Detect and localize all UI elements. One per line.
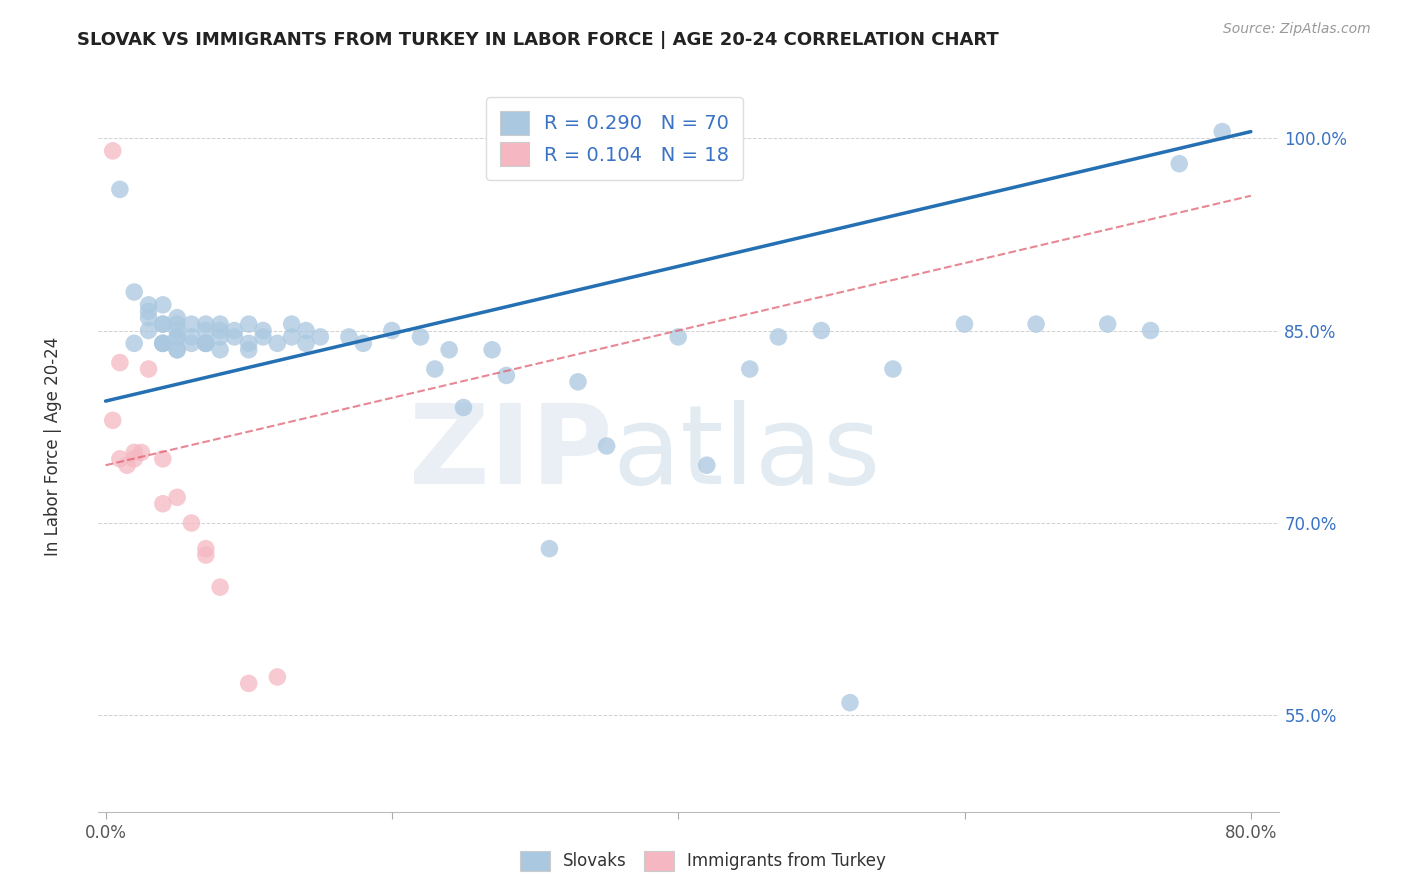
Point [101, 413, 124, 427]
Point [1168, 157, 1191, 171]
Point [409, 330, 432, 344]
Point [768, 330, 790, 344]
Point [131, 445, 153, 459]
Point [238, 343, 260, 357]
Point [238, 336, 260, 351]
Point [381, 324, 404, 338]
Point [252, 330, 274, 344]
Point [252, 324, 274, 338]
Point [115, 458, 138, 473]
Point [152, 317, 174, 331]
Point [101, 144, 124, 158]
Point [166, 330, 188, 344]
Point [180, 336, 202, 351]
Point [152, 336, 174, 351]
Point [194, 336, 217, 351]
Point [238, 676, 260, 690]
Point [138, 324, 160, 338]
Point [166, 343, 188, 357]
Point [194, 548, 217, 562]
Point [194, 324, 217, 338]
Point [266, 336, 288, 351]
Point [1211, 125, 1233, 139]
Text: In Labor Force | Age 20-24: In Labor Force | Age 20-24 [45, 336, 62, 556]
Point [453, 401, 475, 415]
Point [295, 324, 318, 338]
Point [108, 182, 131, 196]
Point [122, 336, 145, 351]
Point [152, 298, 174, 312]
Point [194, 336, 217, 351]
Point [1097, 317, 1119, 331]
Point [152, 336, 174, 351]
Text: Source: ZipAtlas.com: Source: ZipAtlas.com [1223, 22, 1371, 37]
Point [495, 368, 517, 383]
Point [194, 541, 217, 556]
Point [839, 696, 862, 710]
Point [108, 451, 131, 466]
Point [337, 330, 360, 344]
Point [953, 317, 976, 331]
Point [882, 362, 904, 376]
Point [209, 317, 232, 331]
Point [122, 285, 145, 299]
Point [180, 317, 202, 331]
Point [122, 451, 145, 466]
Point [166, 317, 188, 331]
Point [194, 317, 217, 331]
Point [1139, 324, 1161, 338]
Point [180, 516, 202, 530]
Point [224, 330, 246, 344]
Point [138, 298, 160, 312]
Point [166, 310, 188, 325]
Point [138, 310, 160, 325]
Point [224, 324, 246, 338]
Point [437, 343, 460, 357]
Point [152, 451, 174, 466]
Point [280, 330, 302, 344]
Point [209, 580, 232, 594]
Point [166, 324, 188, 338]
Point [309, 330, 332, 344]
Text: ZIP: ZIP [409, 400, 612, 507]
Text: SLOVAK VS IMMIGRANTS FROM TURKEY IN LABOR FORCE | AGE 20-24 CORRELATION CHART: SLOVAK VS IMMIGRANTS FROM TURKEY IN LABO… [77, 31, 1000, 49]
Legend: R = 0.290   N = 70, R = 0.104   N = 18: R = 0.290 N = 70, R = 0.104 N = 18 [486, 97, 742, 180]
Point [108, 355, 131, 369]
Point [180, 330, 202, 344]
Point [696, 458, 718, 473]
Point [166, 491, 188, 505]
Point [138, 362, 160, 376]
Point [152, 336, 174, 351]
Point [666, 330, 689, 344]
Point [595, 439, 617, 453]
Point [122, 445, 145, 459]
Point [738, 362, 761, 376]
Point [138, 304, 160, 318]
Legend: Slovaks, Immigrants from Turkey: Slovaks, Immigrants from Turkey [512, 842, 894, 880]
Point [810, 324, 832, 338]
Point [1025, 317, 1047, 331]
Point [423, 362, 446, 376]
Point [166, 330, 188, 344]
Point [238, 317, 260, 331]
Point [209, 343, 232, 357]
Point [352, 336, 374, 351]
Point [209, 330, 232, 344]
Point [166, 343, 188, 357]
Point [152, 497, 174, 511]
Point [567, 375, 589, 389]
Point [295, 336, 318, 351]
Text: atlas: atlas [612, 400, 880, 507]
Point [194, 336, 217, 351]
Point [152, 317, 174, 331]
Point [481, 343, 503, 357]
Point [280, 317, 302, 331]
Point [209, 324, 232, 338]
Point [538, 541, 561, 556]
Point [266, 670, 288, 684]
